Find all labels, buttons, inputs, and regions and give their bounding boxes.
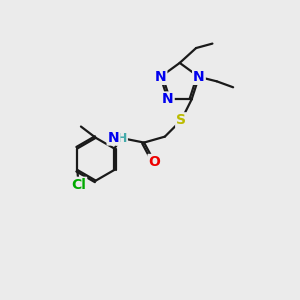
Text: Cl: Cl (71, 178, 86, 192)
Text: N: N (193, 70, 205, 84)
Text: H: H (117, 132, 127, 145)
Text: N: N (162, 92, 174, 106)
Text: N: N (155, 70, 166, 84)
Text: N: N (108, 130, 119, 145)
Text: O: O (148, 155, 160, 169)
Text: S: S (176, 113, 186, 127)
